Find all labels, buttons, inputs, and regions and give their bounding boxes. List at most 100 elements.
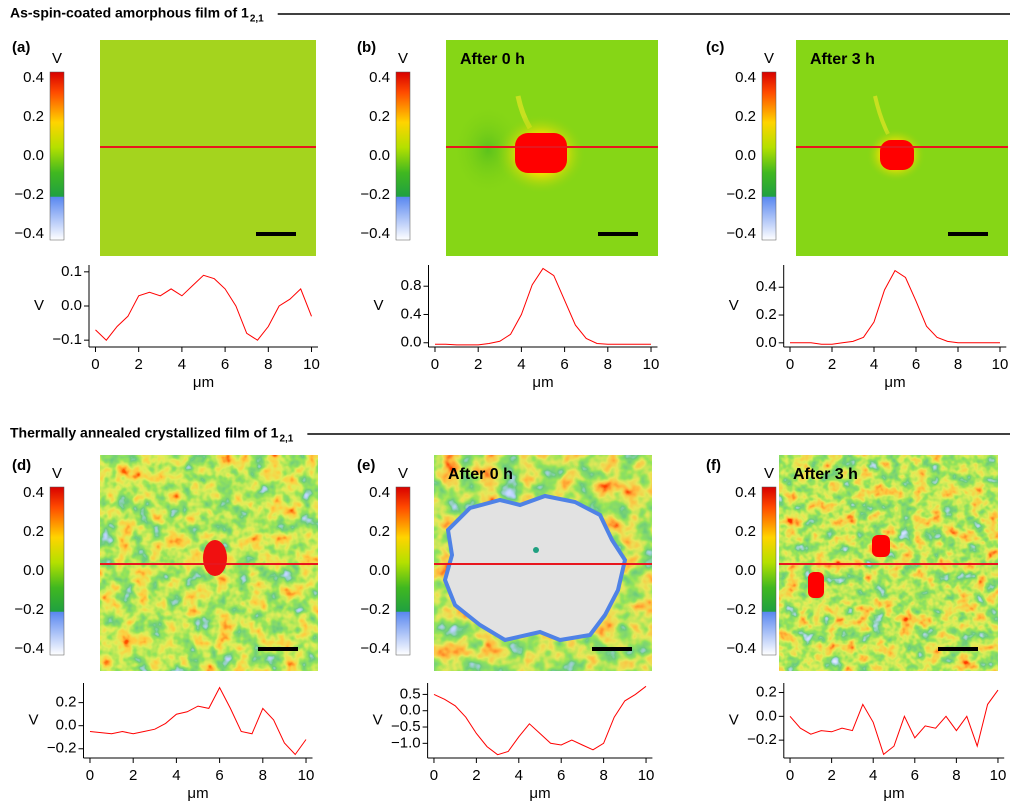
y-tick-label: 0.4 (401, 305, 422, 322)
x-tick-label: 4 (178, 356, 186, 373)
x-tick-label: 10 (303, 356, 320, 373)
panel-label: (b) (357, 39, 376, 56)
panel-label: (c) (706, 39, 724, 56)
x-tick-label: 4 (515, 767, 523, 784)
colorbar-tick-label: 0.4 (735, 69, 756, 86)
map-feature (515, 133, 567, 173)
y-tick-label: 0.8 (401, 277, 422, 294)
colorbar-tick-label: 0.2 (369, 523, 390, 540)
colorbar (49, 71, 65, 241)
x-tick-label: 4 (870, 356, 878, 373)
colorbar-label: V (764, 465, 774, 482)
colorbar-tick-label: −0.4 (360, 225, 390, 242)
colorbar-tick-label: −0.2 (14, 601, 44, 618)
y-tick-label: 0.0 (401, 334, 422, 351)
x-tick-label: 8 (954, 356, 962, 373)
y-tick-label: 0.0 (400, 702, 421, 719)
y-tick-label: −1.0 (391, 734, 421, 751)
colorbar-tick-label: −0.2 (360, 601, 390, 618)
y-tick-label: −0.2 (47, 740, 77, 757)
x-tick-label: 0 (86, 767, 94, 784)
profile-curve (89, 686, 307, 756)
x-tick-label: 10 (992, 356, 1009, 373)
section-title: Thermally annealed crystallized film of … (10, 425, 279, 441)
colorbar-tick-label: −0.4 (360, 640, 390, 657)
x-axis-label: μm (187, 785, 208, 802)
y-tick-label: 0.0 (56, 717, 77, 734)
x-tick-label: 0 (786, 767, 794, 784)
colorbar-tick-label: 0.2 (735, 108, 756, 125)
colorbar-tick-label: 0.4 (23, 69, 44, 86)
x-tick-label: 6 (221, 356, 229, 373)
map-feature (872, 535, 890, 557)
profile-curve (95, 274, 312, 341)
colorbar-tick-label: 0.4 (369, 484, 390, 501)
y-axis-label: V (729, 297, 739, 314)
y-axis-label: V (34, 297, 44, 314)
y-tick-label: 0.4 (756, 278, 777, 295)
colorbar-tick-label: 0.0 (23, 562, 44, 579)
y-tick-label: 0.0 (756, 334, 777, 351)
colorbar-tick-label: 0.2 (369, 108, 390, 125)
profile-curve (789, 689, 999, 756)
colorbar-tick-label: −0.4 (726, 225, 756, 242)
colorbar-tick-label: 0.0 (735, 147, 756, 164)
panel-label: (e) (357, 457, 375, 474)
x-tick-label: 2 (828, 356, 836, 373)
x-tick-label: 2 (472, 767, 480, 784)
x-tick-label: 2 (474, 356, 482, 373)
colorbar-tick-label: 0.0 (23, 147, 44, 164)
colorbar (395, 486, 411, 656)
x-tick-label: 10 (643, 356, 660, 373)
x-tick-label: 8 (604, 356, 612, 373)
profile-curve (435, 267, 651, 346)
map-feature (808, 572, 824, 598)
colorbar-tick-label: −0.4 (14, 225, 44, 242)
map-feature (880, 140, 914, 170)
colorbar-tick-label: −0.4 (726, 640, 756, 657)
colorbar-tick-label: 0.4 (735, 484, 756, 501)
map-overlay: After 0 h (460, 51, 525, 68)
colorbar-tick-label: 0.0 (369, 562, 390, 579)
colorbar-tick-label: −0.4 (14, 640, 44, 657)
colorbar-label: V (398, 50, 408, 67)
x-tick-label: 0 (431, 356, 439, 373)
colorbar-tick-label: 0.2 (735, 523, 756, 540)
y-tick-label: −0.2 (747, 731, 777, 748)
x-axis-label: μm (193, 374, 214, 391)
y-axis-label: V (729, 711, 739, 728)
x-tick-label: 8 (259, 767, 267, 784)
x-tick-label: 8 (599, 767, 607, 784)
map-overlay: After 3 h (793, 466, 858, 483)
colorbar-label: V (764, 50, 774, 67)
colorbar-tick-label: −0.2 (726, 186, 756, 203)
colorbar-tick-label: 0.4 (369, 69, 390, 86)
x-tick-label: 6 (912, 356, 920, 373)
panel-label: (f) (706, 457, 721, 474)
colorbar-tick-label: 0.0 (735, 562, 756, 579)
x-tick-label: 2 (135, 356, 143, 373)
x-tick-label: 8 (264, 356, 272, 373)
map-overlay: After 3 h (810, 51, 875, 68)
x-tick-label: 10 (298, 767, 315, 784)
x-tick-label: 6 (911, 767, 919, 784)
y-axis-label: V (28, 711, 38, 728)
x-axis-label: μm (532, 374, 553, 391)
section-title-sub: 2,1 (250, 14, 264, 25)
colorbar-label: V (52, 465, 62, 482)
y-axis-label: V (373, 711, 383, 728)
map-overlay: After 0 h (448, 466, 513, 483)
x-tick-label: 10 (990, 767, 1007, 784)
y-axis-label: V (373, 297, 383, 314)
map-feature (203, 540, 227, 576)
x-tick-label: 0 (91, 356, 99, 373)
y-tick-label: −0.5 (391, 718, 421, 735)
colorbar-tick-label: 0.0 (369, 147, 390, 164)
x-tick-label: 4 (172, 767, 180, 784)
section-title-sub: 2,1 (279, 434, 293, 445)
x-tick-label: 0 (430, 767, 438, 784)
colorbar (49, 486, 65, 656)
profile-curve (433, 685, 647, 756)
x-tick-label: 6 (560, 356, 568, 373)
